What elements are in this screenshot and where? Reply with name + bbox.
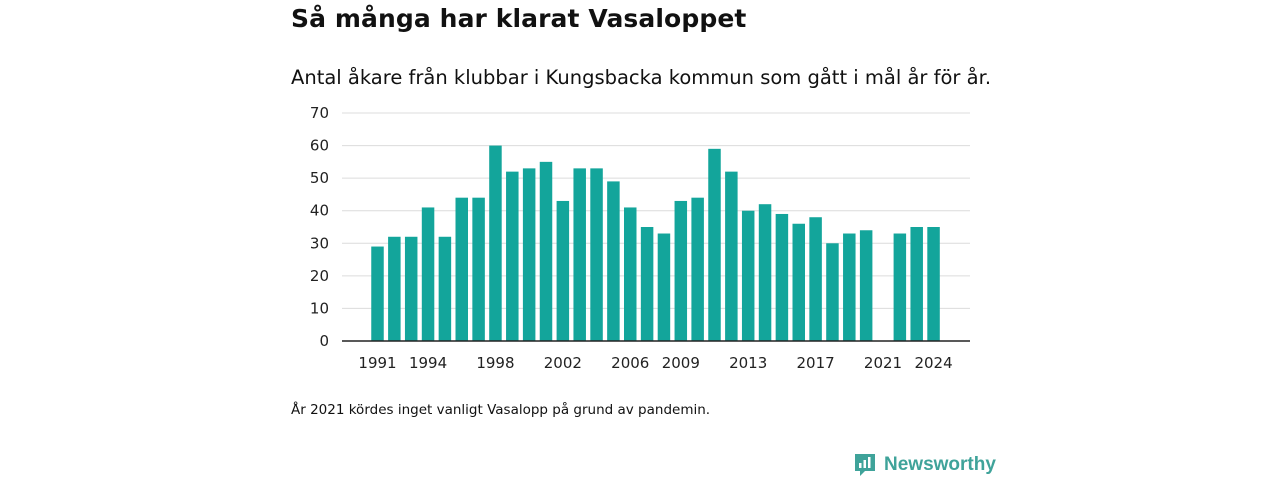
bar-1992 — [388, 236, 401, 341]
y-tick-label: 50 — [310, 169, 329, 187]
bar-2016 — [792, 223, 805, 341]
bar-2015 — [775, 213, 789, 341]
x-tick-label: 2006 — [611, 354, 649, 372]
y-tick-label: 10 — [310, 299, 329, 317]
x-tick-label: 2024 — [914, 354, 952, 372]
y-tick-label: 60 — [310, 137, 329, 155]
bar-1998 — [489, 145, 502, 341]
bar-1993 — [404, 236, 418, 341]
y-tick-label: 0 — [319, 332, 329, 350]
bar-1994 — [421, 207, 435, 341]
chart-title: Så många har klarat Vasaloppet — [291, 4, 747, 33]
bar-2004 — [590, 168, 603, 341]
bar-2013 — [741, 210, 755, 341]
grid-lines — [342, 112, 970, 309]
y-tick-label: 70 — [310, 104, 329, 122]
bar-1995 — [438, 236, 452, 341]
footnote: År 2021 kördes inget vanligt Vasalopp på… — [291, 402, 711, 418]
bar-2006 — [624, 207, 637, 341]
bar-2002 — [556, 200, 570, 341]
x-tick-label: 2021 — [864, 354, 902, 372]
x-tick-label: 2013 — [729, 354, 767, 372]
bar-2014 — [758, 204, 772, 341]
bar-2011 — [708, 148, 721, 341]
bar-2003 — [573, 168, 586, 341]
bar-2001 — [539, 161, 553, 341]
bar-2024 — [927, 227, 940, 341]
bar-2022 — [893, 233, 907, 341]
brand-logo: Newsworthy — [853, 452, 996, 478]
y-tick-label: 30 — [310, 234, 329, 252]
bar-2017 — [809, 217, 822, 341]
bar-2009 — [674, 200, 688, 341]
bar-2019 — [843, 233, 856, 341]
y-tick-label: 20 — [310, 267, 329, 285]
x-tick-label: 1991 — [358, 354, 396, 372]
bar-1991 — [371, 246, 384, 341]
axes: 0 10 20 30 40 50 60 70 1991 1994 1998 2002 2006 2009 2… — [310, 104, 970, 372]
bar-2000 — [522, 168, 536, 341]
bar-1996 — [455, 197, 468, 341]
bars — [371, 145, 940, 341]
x-tick-label: 2017 — [797, 354, 835, 372]
bar-2008 — [657, 233, 671, 341]
bar-chart: 0 10 20 30 40 50 60 70 1991 1994 1998 2002 2006 2009 2… — [310, 104, 970, 372]
newsworthy-logo-icon — [855, 454, 875, 476]
bar-2007 — [640, 227, 654, 341]
x-tick-label: 1994 — [409, 354, 447, 372]
y-tick-label: 40 — [310, 202, 329, 220]
bar-2010 — [691, 197, 704, 341]
bar-2018 — [826, 243, 839, 341]
bar-2020 — [859, 230, 873, 341]
x-tick-label: 2002 — [544, 354, 582, 372]
bar-1999 — [506, 171, 519, 341]
bar-2023 — [910, 227, 923, 341]
bar-2005 — [607, 181, 620, 341]
bar-1997 — [472, 197, 485, 341]
bar-2012 — [725, 171, 738, 341]
chart-subtitle: Antal åkare från klubbar i Kungsbacka ko… — [291, 66, 992, 89]
brand-name: Newsworthy — [884, 454, 996, 475]
x-tick-label: 2009 — [662, 354, 700, 372]
x-tick-label: 1998 — [476, 354, 514, 372]
